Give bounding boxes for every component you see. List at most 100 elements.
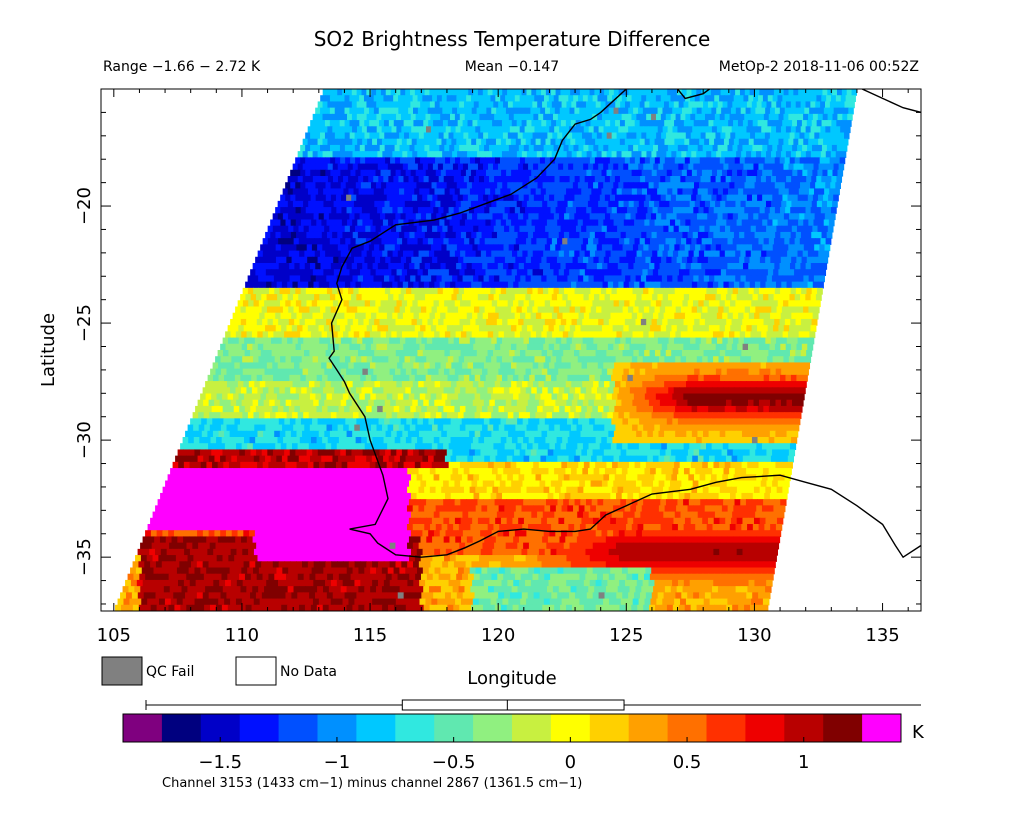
heatmap-cell bbox=[752, 269, 759, 277]
heatmap-cell bbox=[625, 213, 632, 221]
heatmap-cell bbox=[569, 107, 576, 115]
heatmap-cell bbox=[657, 337, 664, 345]
heatmap-cell bbox=[308, 337, 315, 345]
heatmap-cell bbox=[455, 169, 462, 177]
heatmap-cell bbox=[315, 207, 322, 214]
heatmap-cell bbox=[625, 101, 631, 109]
heatmap-cell bbox=[626, 250, 632, 258]
heatmap-cell bbox=[361, 101, 368, 109]
heatmap-cell bbox=[342, 287, 349, 295]
heatmap-cell bbox=[416, 337, 423, 345]
heatmap-cell bbox=[732, 144, 739, 152]
heatmap-cell bbox=[647, 107, 654, 115]
heatmap-cell bbox=[272, 238, 279, 245]
heatmap-cell bbox=[500, 95, 506, 103]
heatmap-cell bbox=[541, 350, 548, 357]
heatmap-cell bbox=[329, 225, 336, 233]
heatmap-cell bbox=[270, 256, 277, 264]
heatmap-cell bbox=[569, 269, 575, 277]
heatmap-cell bbox=[353, 244, 360, 252]
heatmap-cell bbox=[284, 275, 291, 283]
heatmap-cell bbox=[713, 163, 719, 171]
heatmap-cell bbox=[728, 281, 735, 289]
heatmap-cell bbox=[516, 325, 523, 332]
heatmap-cell bbox=[706, 337, 713, 345]
heatmap-cell bbox=[790, 207, 796, 214]
heatmap-cell bbox=[655, 256, 662, 264]
heatmap-cell bbox=[661, 256, 667, 264]
heatmap-cell bbox=[608, 219, 615, 227]
heatmap-cell bbox=[310, 169, 316, 177]
heatmap-cell bbox=[361, 126, 368, 134]
heatmap-cell bbox=[782, 95, 788, 103]
heatmap-cell bbox=[330, 306, 337, 314]
heatmap-cell bbox=[315, 157, 321, 165]
heatmap-cell bbox=[673, 101, 680, 109]
heatmap-cell bbox=[601, 151, 608, 158]
heatmap-cell bbox=[452, 256, 459, 264]
heatmap-cell bbox=[663, 269, 670, 277]
heatmap-cell bbox=[762, 219, 768, 227]
heatmap-cell bbox=[419, 294, 426, 301]
heatmap-cell bbox=[840, 151, 847, 158]
heatmap-cell bbox=[719, 350, 726, 357]
heatmap-cell bbox=[807, 343, 814, 351]
heatmap-cell bbox=[624, 238, 630, 245]
heatmap-cell bbox=[456, 294, 463, 301]
heatmap-cell bbox=[657, 126, 664, 134]
heatmap-cell bbox=[703, 275, 710, 283]
heatmap-cell bbox=[475, 318, 482, 326]
heatmap-cell bbox=[404, 144, 411, 152]
heatmap-cell bbox=[776, 250, 783, 258]
heatmap-cell bbox=[740, 356, 747, 364]
heatmap-cell bbox=[499, 256, 506, 264]
heatmap-cell bbox=[710, 176, 717, 183]
heatmap-cell bbox=[517, 250, 523, 258]
heatmap-cell bbox=[717, 213, 724, 221]
heatmap-cell bbox=[565, 207, 572, 214]
heatmap-cell bbox=[466, 95, 472, 103]
heatmap-cell bbox=[735, 89, 741, 96]
heatmap-cell bbox=[715, 269, 722, 277]
heatmap-cell bbox=[316, 231, 323, 239]
heatmap-cell bbox=[362, 306, 369, 314]
heatmap-cell bbox=[242, 368, 249, 376]
heatmap-cell bbox=[515, 107, 522, 115]
heatmap-cell bbox=[378, 275, 385, 283]
heatmap-cell bbox=[304, 362, 311, 370]
heatmap-cell bbox=[265, 325, 272, 332]
heatmap-cell bbox=[297, 163, 304, 171]
heatmap-cell bbox=[473, 325, 480, 332]
heatmap-cell bbox=[381, 312, 388, 320]
heatmap-cell bbox=[453, 132, 460, 140]
heatmap-cell bbox=[434, 250, 440, 258]
heatmap-cell bbox=[469, 238, 475, 245]
heatmap-cell bbox=[431, 275, 437, 283]
heatmap-cell bbox=[751, 219, 758, 227]
heatmap-cell bbox=[567, 113, 574, 121]
heatmap-cell bbox=[356, 113, 363, 121]
heatmap-cell bbox=[486, 231, 493, 239]
heatmap-cell bbox=[256, 362, 263, 370]
heatmap-cell bbox=[615, 312, 622, 320]
heatmap-cell bbox=[681, 238, 687, 245]
heatmap-cell bbox=[667, 250, 674, 258]
heatmap-cell bbox=[730, 350, 737, 357]
heatmap-cell bbox=[360, 182, 367, 190]
heatmap-cell bbox=[588, 182, 594, 190]
heatmap-cell bbox=[580, 120, 587, 127]
heatmap-cell bbox=[516, 169, 522, 177]
heatmap-cell bbox=[583, 144, 589, 152]
heatmap-cell bbox=[705, 269, 711, 277]
heatmap-cell bbox=[433, 269, 440, 277]
heatmap-cell bbox=[739, 89, 746, 96]
heatmap-cell bbox=[805, 101, 811, 109]
heatmap-cell bbox=[546, 275, 553, 283]
heatmap-cell bbox=[829, 188, 835, 196]
heatmap-cell bbox=[526, 169, 532, 177]
heatmap-cell bbox=[435, 362, 442, 370]
heatmap-cell bbox=[323, 200, 330, 208]
heatmap-cell bbox=[618, 300, 625, 308]
heatmap-cell bbox=[557, 132, 563, 140]
heatmap-cell bbox=[738, 138, 745, 146]
